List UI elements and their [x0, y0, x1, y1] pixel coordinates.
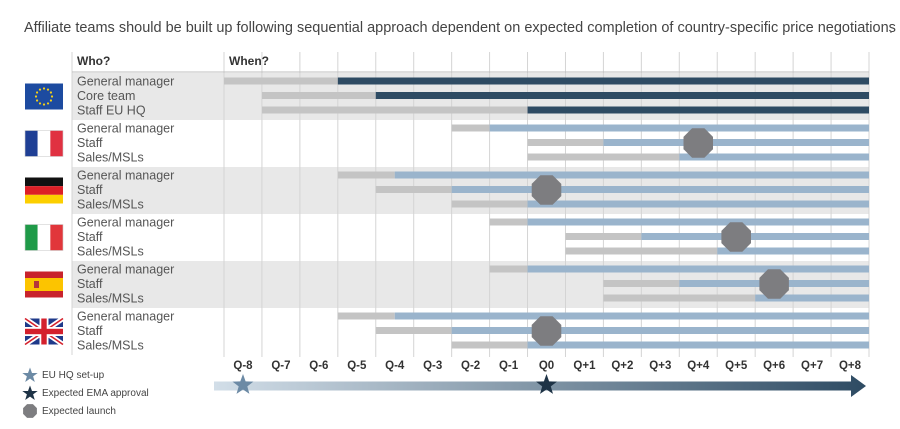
who-header: Who? — [77, 54, 110, 68]
bar-prep — [337, 171, 395, 179]
quarter-label: Q-8 — [233, 360, 253, 372]
bar-prep — [451, 341, 528, 349]
quarter-label: Q+5 — [725, 360, 748, 372]
role-label: Sales/MSLs — [77, 339, 144, 353]
quarter-label: Q+7 — [801, 360, 823, 372]
role-label: Sales/MSLs — [77, 151, 144, 165]
quarter-label: Q-5 — [347, 360, 367, 372]
role-label: General manager — [77, 216, 174, 230]
bar-active — [603, 139, 869, 146]
role-label: General manager — [77, 310, 174, 324]
bar-prep — [451, 124, 490, 132]
launch-marker — [683, 128, 713, 158]
trailing-mark: . — [889, 20, 893, 36]
bar-prep — [489, 218, 528, 226]
eu-hq-setup-star — [232, 374, 254, 394]
quarter-label: Q+4 — [687, 360, 710, 372]
bar-active — [489, 124, 869, 132]
role-label: General manager — [77, 75, 174, 89]
quarter-label: Q+8 — [839, 360, 862, 372]
legend-ema-label: Expected EMA approval — [42, 387, 149, 399]
legend-eu-hq: EU HQ set-up — [22, 367, 104, 383]
bar-active — [375, 92, 869, 99]
bar-active — [527, 200, 869, 208]
uk-flag — [23, 316, 65, 347]
bar-prep — [527, 139, 604, 146]
bar-active — [755, 294, 869, 302]
launch-marker — [721, 222, 751, 252]
expected-ema-approval-star — [536, 374, 557, 394]
launch-marker — [759, 269, 789, 299]
legend-launch: Expected launch — [22, 403, 116, 419]
bar-prep — [603, 294, 756, 302]
role-label: Staff — [77, 136, 103, 150]
france-flag — [24, 130, 64, 157]
bar-prep — [603, 280, 680, 287]
legend-ema: Expected EMA approval — [22, 385, 149, 401]
bar-active — [337, 77, 870, 85]
launch-marker — [531, 175, 562, 205]
germany-flag — [25, 177, 63, 204]
spain-flag — [25, 271, 63, 298]
legend-eu-hq-label: EU HQ set-up — [42, 369, 105, 381]
timeline-arrow — [214, 375, 866, 397]
quarter-label: Q0 — [539, 360, 554, 372]
bar-active — [394, 171, 869, 179]
role-label: Sales/MSLs — [77, 292, 144, 306]
quarter-label: Q-7 — [271, 360, 290, 372]
bar-prep — [337, 312, 395, 320]
role-label: Core team — [77, 89, 135, 103]
bar-active — [641, 233, 869, 240]
bar-active — [527, 265, 869, 273]
bar-prep — [375, 327, 452, 334]
bar-active — [394, 312, 869, 320]
bar-active — [527, 218, 869, 226]
when-header: When? — [229, 54, 269, 68]
bar-prep — [565, 247, 718, 255]
role-label: General manager — [77, 169, 174, 183]
bar-active — [451, 186, 869, 193]
role-label: Staff — [77, 277, 103, 291]
quarter-label: Q-4 — [385, 360, 405, 372]
launch-icon — [23, 404, 37, 418]
role-label: Sales/MSLs — [77, 245, 144, 259]
quarter-label: Q+2 — [611, 360, 633, 372]
role-label: Staff — [77, 183, 103, 197]
bar-prep — [261, 106, 528, 114]
bar-prep — [489, 265, 528, 273]
quarter-label: Q-2 — [461, 360, 480, 372]
launch-marker — [531, 316, 562, 346]
bar-active — [451, 327, 869, 334]
role-label: Staff — [77, 230, 103, 244]
role-label: General manager — [77, 122, 174, 136]
bar-active — [717, 247, 869, 255]
role-label: Sales/MSLs — [77, 198, 144, 212]
role-label: General manager — [77, 263, 174, 277]
quarter-label: Q+6 — [763, 360, 785, 372]
star-light-icon — [22, 367, 38, 382]
bar-prep — [565, 233, 642, 240]
star-dark-icon — [22, 385, 38, 400]
bar-active — [679, 153, 869, 161]
bar-prep — [451, 200, 528, 208]
quarter-label: Q-3 — [423, 360, 442, 372]
bar-active — [527, 106, 869, 114]
bar-active — [527, 341, 869, 349]
quarter-label: Q+3 — [649, 360, 671, 372]
quarter-label: Q+1 — [573, 360, 596, 372]
italy-flag — [24, 224, 64, 251]
role-label: Staff EU HQ — [77, 104, 146, 118]
quarter-label: Q-6 — [309, 360, 328, 372]
bar-prep — [375, 186, 452, 193]
role-label: Staff — [77, 324, 103, 338]
quarter-label: Q-1 — [499, 360, 519, 372]
legend-launch-label: Expected launch — [42, 405, 116, 417]
bar-prep — [224, 77, 338, 85]
bar-prep — [261, 92, 376, 99]
bar-prep — [527, 153, 680, 161]
chart-title: Affiliate teams should be built up follo… — [24, 20, 896, 36]
eu-flag — [25, 83, 63, 110]
